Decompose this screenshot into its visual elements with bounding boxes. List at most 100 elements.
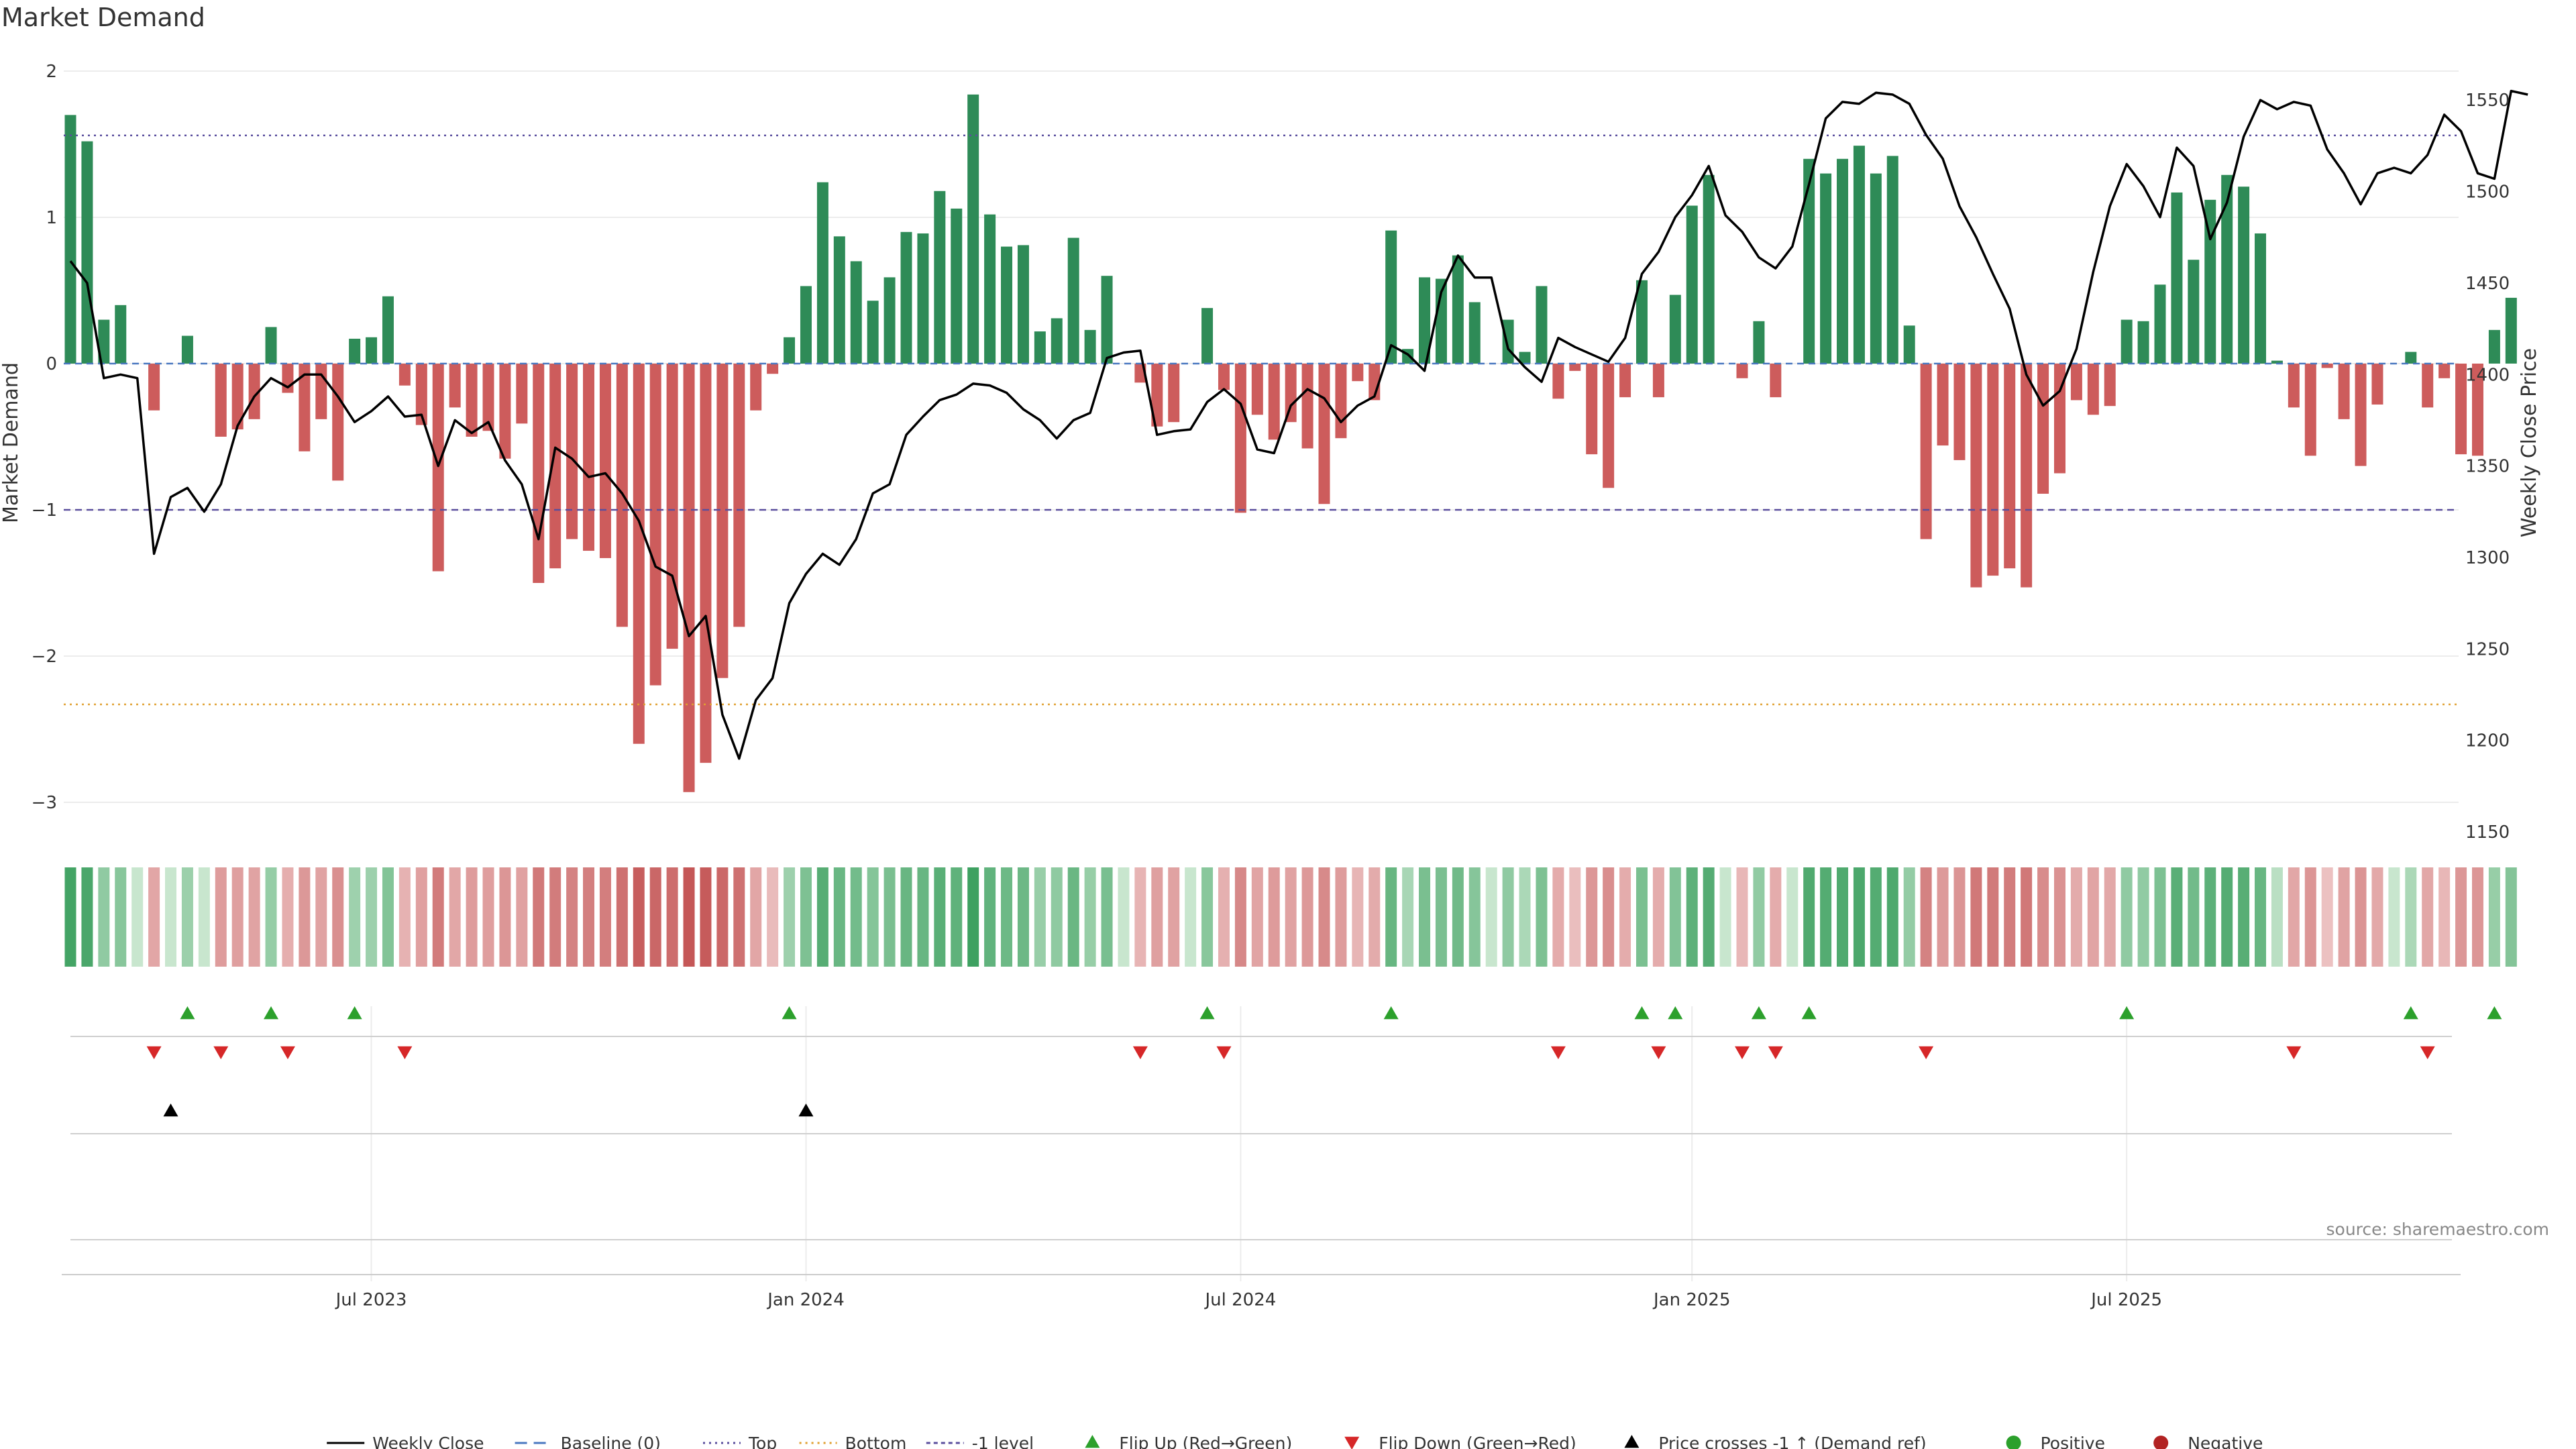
heat-cell (1101, 867, 1113, 967)
y-tick-label-left: −2 (32, 647, 57, 667)
heat-cell (2238, 867, 2250, 967)
demand-bar (1452, 255, 1464, 364)
heat-cell (1803, 867, 1815, 967)
heat-cell (733, 867, 745, 967)
heat-cell (64, 867, 76, 967)
heat-cell (2004, 867, 2016, 967)
demand-bar (2371, 364, 2383, 405)
x-tick-label: Jul 2024 (1203, 1290, 1276, 1310)
heat-cell (1435, 867, 1447, 967)
heat-cell (1652, 867, 1664, 967)
heat-cell (1301, 867, 1313, 967)
flip-up-marker (347, 1006, 362, 1020)
demand-bar (700, 364, 712, 763)
heat-cell (1017, 867, 1029, 967)
heat-cell (2505, 867, 2517, 967)
heat-cell (2021, 867, 2033, 967)
y-tick-label-right: 1550 (2465, 91, 2510, 111)
y-tick-label-right: 1450 (2465, 274, 2510, 294)
demand-bar (1753, 321, 1765, 364)
heat-cell (1352, 867, 1364, 967)
heat-cell (2087, 867, 2099, 967)
demand-bar (81, 141, 93, 364)
demand-bar (784, 337, 796, 364)
demand-bar (1903, 325, 1915, 364)
heat-cell (1719, 867, 1731, 967)
heat-cell (499, 867, 511, 967)
demand-bar (1552, 364, 1564, 399)
demand-bar (1301, 364, 1313, 449)
heat-cell (2121, 867, 2133, 967)
flip-down-marker (146, 1046, 162, 1059)
flip-down-marker (213, 1046, 229, 1059)
demand-bar (733, 364, 745, 627)
heat-cell (282, 867, 294, 967)
heat-cell (181, 867, 193, 967)
demand-bar (2405, 352, 2417, 364)
demand-bar (2438, 364, 2451, 378)
legend-swatch-negative (2153, 1436, 2169, 1449)
heat-cell (967, 867, 979, 967)
heat-cell (1820, 867, 1832, 967)
heat-cell (750, 867, 762, 967)
flip-down-marker (397, 1046, 413, 1059)
heat-cell (81, 867, 93, 967)
heat-cell (449, 867, 461, 967)
demand-bar (1619, 364, 1631, 398)
signal-markers (146, 1006, 2502, 1117)
demand-bar (516, 364, 528, 424)
y-tick-label-right: 1150 (2465, 822, 2510, 843)
heat-cell (2288, 867, 2300, 967)
heat-cell (1953, 867, 1966, 967)
heat-cell (1084, 867, 1096, 967)
heat-cell (1285, 867, 1297, 967)
heat-cell (816, 867, 828, 967)
demand-bar (2087, 364, 2099, 415)
heat-cell (265, 867, 277, 967)
legend-label-flip-up-red-green: Flip Up (Red→Green) (1119, 1434, 1292, 1449)
demand-bar (2004, 364, 2016, 569)
heat-cell (332, 867, 344, 967)
heat-cell (1736, 867, 1748, 967)
demand-bar (1703, 174, 1715, 364)
demand-bar (666, 364, 678, 649)
heat-cell (784, 867, 796, 967)
heat-cell (1753, 867, 1765, 967)
y-tick-label-left: 0 (46, 354, 57, 374)
heat-cell (666, 867, 678, 967)
heat-cell (1519, 867, 1531, 967)
y-tick-label-left: 1 (46, 208, 57, 228)
demand-bar (2238, 186, 2250, 364)
heat-cell (2255, 867, 2267, 967)
heat-cell (2171, 867, 2183, 967)
demand-bar (2037, 364, 2049, 494)
heat-cell (1185, 867, 1197, 967)
heat-cell (566, 867, 578, 967)
flip-up-marker (2403, 1006, 2418, 1020)
y-tick-label-right: 1350 (2465, 457, 2510, 477)
heat-cell (1970, 867, 1982, 967)
flip-up-marker (782, 1006, 797, 1020)
demand-bar (1001, 246, 1013, 364)
heat-cell (649, 867, 661, 967)
heat-cell (1034, 867, 1046, 967)
heat-cell (1686, 867, 1698, 967)
heat-cell (1870, 867, 1882, 967)
heat-cell (917, 867, 929, 967)
heat-cell (1168, 867, 1180, 967)
demand-bar (315, 364, 327, 419)
legend-item: Baseline (0) (515, 1434, 661, 1449)
heat-cell (2471, 867, 2483, 967)
heat-cell (2388, 867, 2400, 967)
demand-bar (1569, 364, 1581, 371)
flip-up-marker (1751, 1006, 1766, 1020)
demand-bar (1335, 364, 1347, 439)
legend-item: Flip Down (Green→Red) (1344, 1434, 1576, 1449)
demand-bar (366, 337, 378, 364)
legend-item: Price crosses -1 ↑ (Demand ref) (1624, 1434, 1927, 1449)
heat-cell (1987, 867, 1999, 967)
heat-cell (398, 867, 411, 967)
demand-bar (1419, 277, 1431, 364)
demand-bar (533, 364, 545, 583)
weekly-close-line (69, 89, 2528, 760)
